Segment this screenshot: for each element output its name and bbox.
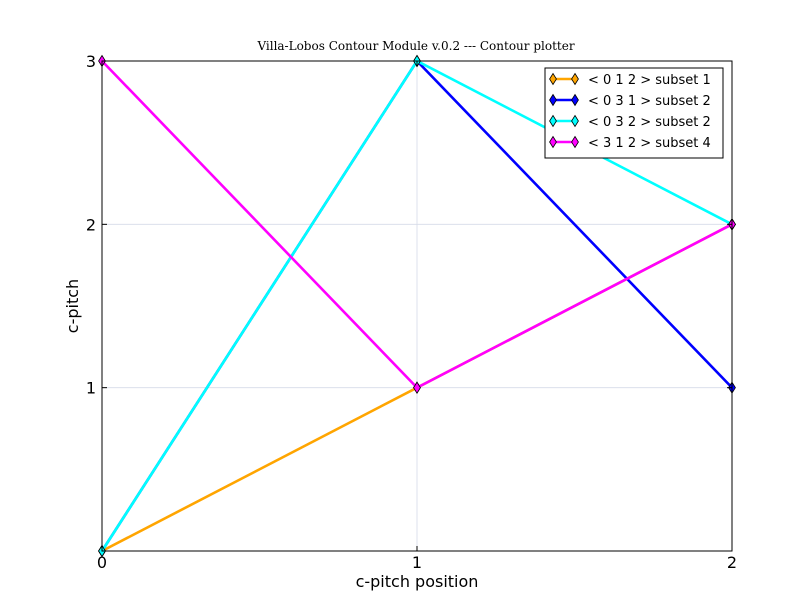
x-tick-label: 0 (97, 553, 107, 572)
legend-marker-right (571, 93, 579, 107)
y-tick-label: 3 (86, 52, 96, 71)
legend-label: < 0 3 2 > subset 2 (588, 115, 711, 130)
legend: < 0 1 2 > subset 1 < 0 3 1 > subset 2 < 0 … (544, 67, 724, 159)
series-4-point-1 (413, 381, 421, 394)
legend-marker-left (549, 135, 557, 149)
legend-label: < 0 1 2 > subset 1 (588, 73, 711, 88)
y-axis-label: c-pitch (63, 279, 82, 333)
legend-marker-right (571, 114, 579, 128)
x-axis-label: c-pitch position (356, 572, 479, 591)
y-tick-label: 1 (86, 379, 96, 398)
legend-marker-left (549, 114, 557, 128)
x-tick-label: 2 (727, 553, 737, 572)
legend-label: < 3 1 2 > subset 4 (588, 136, 711, 151)
ticks: 0 1 2 1 2 3 (86, 52, 737, 572)
legend-label: < 0 3 1 > subset 2 (588, 94, 711, 109)
legend-marker-right (571, 135, 579, 149)
legend-marker-right (571, 72, 579, 86)
legend-marker-left (549, 72, 557, 86)
legend-marker-left (549, 93, 557, 107)
chart-title: Villa-Lobos Contour Module v.0.2 --- Con… (256, 39, 574, 53)
y-tick-label: 2 (86, 215, 96, 234)
x-tick-label: 1 (412, 553, 422, 572)
